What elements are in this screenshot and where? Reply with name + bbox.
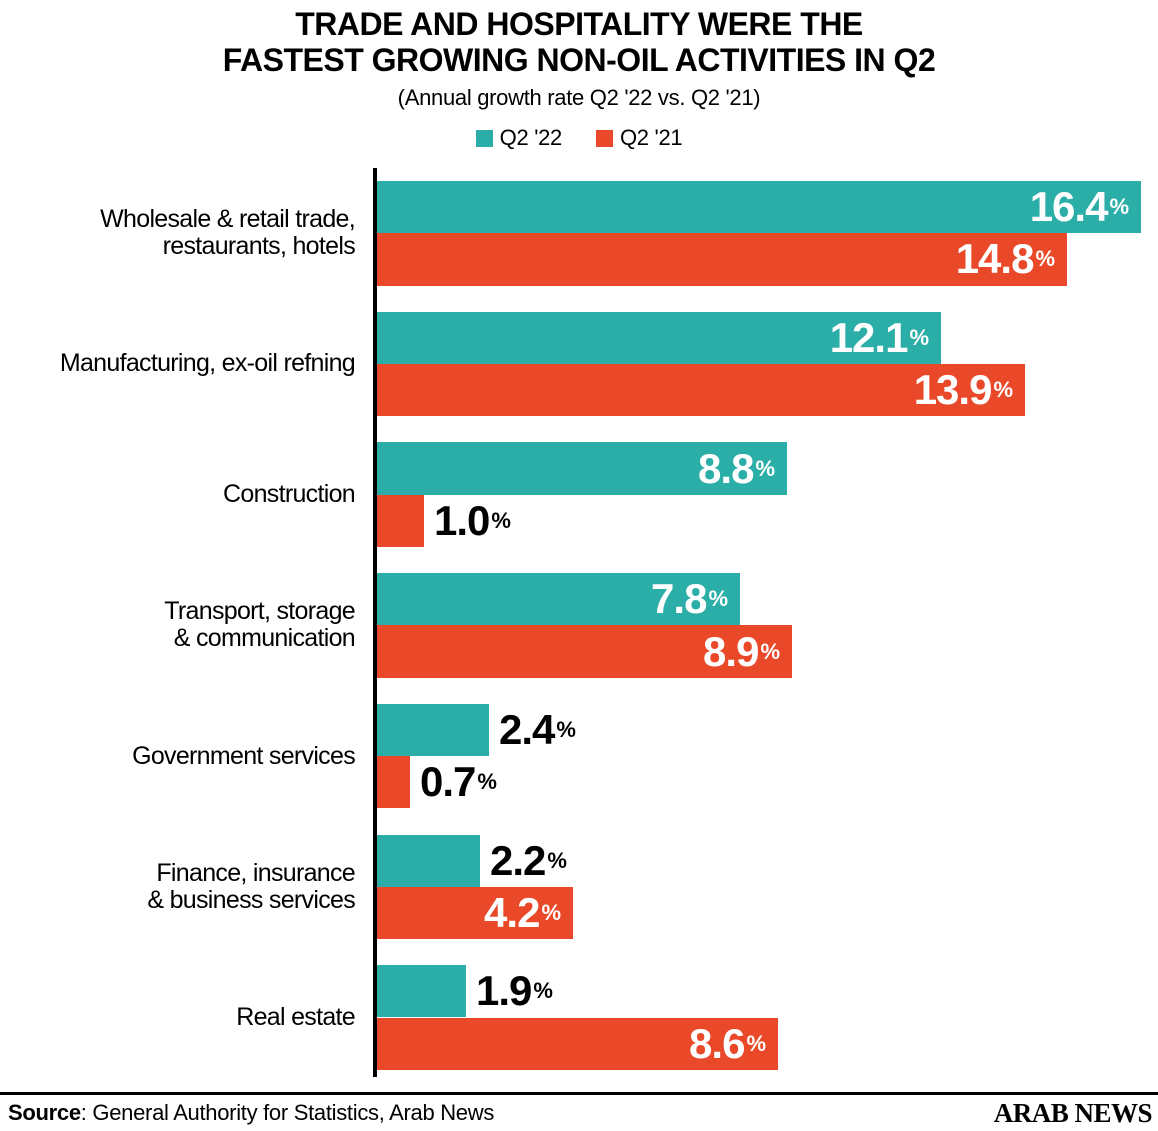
legend-swatch-q2-22-icon bbox=[475, 129, 493, 147]
chart-title: TRADE AND HOSPITALITY WERE THE FASTEST G… bbox=[0, 6, 1158, 78]
category-label: Manufacturing, ex-oil refning bbox=[59, 349, 356, 378]
bar-q2-21: 8.9% bbox=[377, 625, 792, 678]
bar-q2-21: 0.7% bbox=[377, 756, 497, 809]
category-label: Real estate bbox=[236, 1002, 355, 1031]
bar-value-label: 0.7% bbox=[420, 758, 497, 806]
category-label: Construction bbox=[223, 480, 356, 509]
category-label: Transport, storage & communication bbox=[164, 597, 355, 653]
bar-q2-22: 12.1% bbox=[377, 311, 941, 364]
bar-value-label: 1.0% bbox=[434, 496, 511, 544]
bar-q2-21: 14.8% bbox=[377, 233, 1067, 286]
bar-q2-22: 16.4% bbox=[377, 181, 1141, 234]
bar-value-label: 4.2% bbox=[484, 888, 561, 936]
bar-q2-21: 4.2% bbox=[377, 886, 573, 940]
bar-q2-21: 13.9% bbox=[377, 364, 1025, 417]
arab-news-logo: ARAB NEWS bbox=[993, 1098, 1153, 1128]
bar-value-label: 8.6% bbox=[689, 1019, 766, 1067]
source-credit: Source: General Authority for Statistics… bbox=[8, 1100, 494, 1126]
category-label: Wholesale & retail trade, restaurants, ho… bbox=[100, 205, 356, 261]
legend-swatch-q2-21-icon bbox=[596, 129, 613, 147]
bar-q2-22: 8.8% bbox=[377, 442, 787, 495]
chart-title-line1: TRADE AND HOSPITALITY WERE THE bbox=[295, 6, 863, 42]
category-label: Finance, insurance & business services bbox=[147, 858, 355, 914]
bar-value-label: 8.9% bbox=[703, 627, 780, 675]
bar-value-label: 2.4% bbox=[499, 705, 576, 753]
bar-value-label: 2.2% bbox=[490, 836, 567, 884]
chart-subtitle: (Annual growth rate Q2 '22 vs. Q2 '21) bbox=[397, 85, 761, 110]
bar-q2-21: 1.0% bbox=[377, 494, 511, 547]
bar-value-label: 12.1% bbox=[829, 313, 929, 361]
chart-legend: Q2 '22 Q2 '21 bbox=[0, 125, 1158, 151]
bar-value-label: 14.8% bbox=[955, 235, 1055, 283]
legend-item-q2-21: Q2 '21 bbox=[596, 125, 683, 151]
source-label: Source bbox=[8, 1100, 81, 1125]
legend-label-q2-22: Q2 '22 bbox=[499, 125, 563, 150]
bar-value-label: 8.8% bbox=[698, 444, 775, 492]
legend-item-q2-22: Q2 '22 bbox=[475, 125, 563, 151]
bar-value-label: 13.9% bbox=[913, 366, 1013, 414]
bar-value-label: 16.4% bbox=[1029, 183, 1129, 231]
bar-q2-22: 7.8% bbox=[377, 573, 740, 626]
bar-value-label: 1.9% bbox=[476, 967, 553, 1015]
bar-q2-22: 2.4% bbox=[377, 703, 576, 757]
bar-q2-22: 2.2% bbox=[377, 834, 567, 887]
source-text: : General Authority for Statistics, Arab… bbox=[80, 1100, 495, 1125]
y-axis-line bbox=[373, 168, 377, 1077]
bar-q2-21: 8.6% bbox=[377, 1017, 778, 1070]
bar-q2-22: 1.9% bbox=[377, 965, 553, 1018]
footer-divider bbox=[0, 1092, 1158, 1095]
bar-value-label: 7.8% bbox=[651, 575, 728, 623]
legend-label-q2-21: Q2 '21 bbox=[620, 125, 683, 150]
chart-title-line2: FASTEST GROWING NON-OIL ACTIVITIES IN Q2 bbox=[222, 42, 936, 78]
category-label: Government services bbox=[132, 741, 356, 770]
